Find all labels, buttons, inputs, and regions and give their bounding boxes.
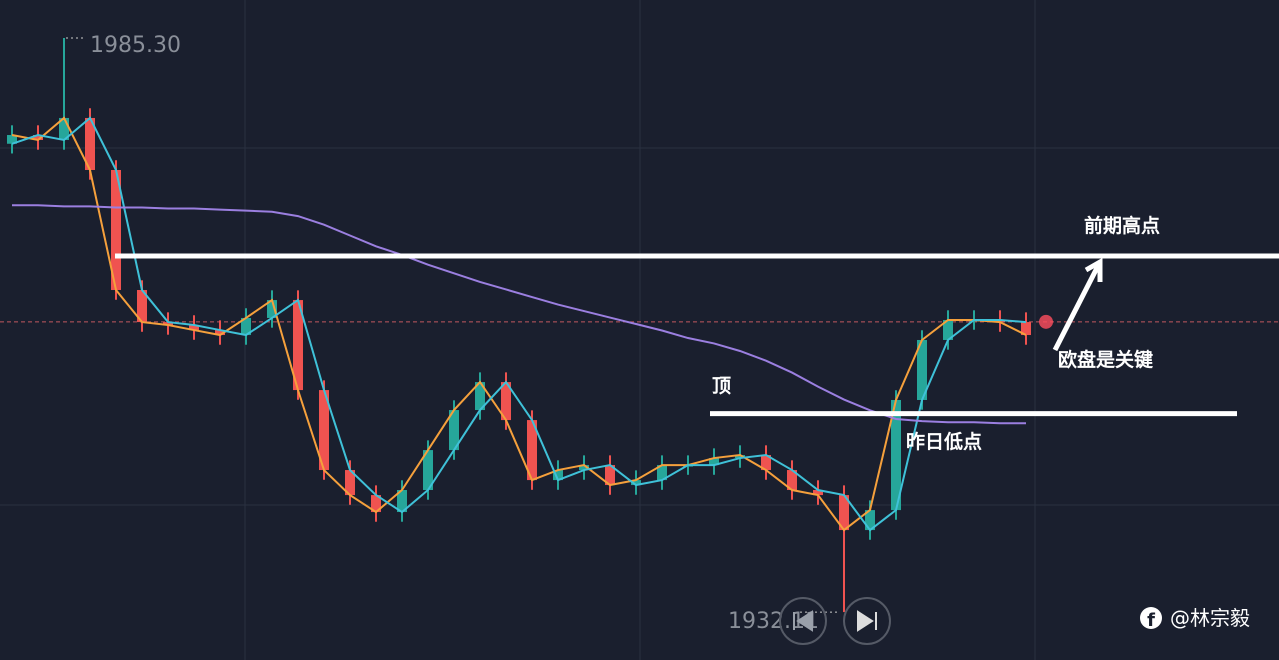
- watermark: @林宗毅: [1170, 606, 1250, 630]
- candle-body: [865, 510, 875, 531]
- candle-body: [943, 320, 953, 340]
- arrow: [1052, 257, 1103, 352]
- candle-body: [735, 455, 745, 459]
- candle-body: [163, 322, 173, 325]
- candle-body: [319, 390, 329, 471]
- annotation: 欧盘是关键: [1058, 348, 1153, 371]
- candle-body: [449, 410, 459, 451]
- candle-body: [137, 290, 147, 323]
- fb-icon: [1140, 607, 1162, 629]
- candle-body: [293, 300, 303, 391]
- next-icon: [857, 610, 877, 632]
- candle-body: [7, 135, 17, 144]
- candle-body: [995, 320, 1005, 323]
- candle-body: [657, 465, 667, 481]
- moving-average: [11, 116, 1027, 532]
- moving-average: [12, 204, 1026, 425]
- candle-body: [215, 330, 225, 336]
- candle-body: [111, 169, 121, 291]
- candle-body: [397, 490, 407, 513]
- candle-body: [345, 470, 355, 496]
- candle-body: [839, 495, 849, 531]
- candle-body: [605, 465, 615, 486]
- level-label: 前期高点: [1084, 214, 1160, 237]
- candle-body: [579, 465, 589, 471]
- candle-body: [787, 470, 797, 491]
- candle-body: [813, 490, 823, 496]
- next-button[interactable]: [843, 597, 891, 645]
- candle-body: [917, 339, 927, 400]
- candle-body: [631, 480, 641, 486]
- prev-icon: [793, 610, 813, 632]
- candle-body: [33, 135, 43, 140]
- candle-body: [527, 420, 537, 481]
- candle-body: [891, 399, 901, 511]
- candle-body: [59, 117, 69, 140]
- candle-body: [475, 382, 485, 411]
- candle-body: [553, 470, 563, 481]
- prev-button[interactable]: [779, 597, 827, 645]
- candle-body: [709, 458, 719, 466]
- candle-body: [501, 382, 511, 421]
- candle-body: [241, 317, 251, 336]
- annotation: 顶: [712, 375, 731, 397]
- candle-body: [423, 450, 433, 491]
- level-label: 昨日低点: [906, 430, 982, 453]
- candle-body: [371, 495, 381, 513]
- candle-body: [1021, 322, 1031, 336]
- current-dot: [1039, 314, 1053, 329]
- moving-average: [11, 116, 1027, 532]
- candle-body: [267, 300, 277, 318]
- fb-letter: f: [1147, 610, 1155, 631]
- candle-body: [761, 455, 771, 471]
- candle-body: [189, 324, 199, 331]
- candle-body: [85, 117, 95, 170]
- high-label: 1985.30: [90, 33, 181, 58]
